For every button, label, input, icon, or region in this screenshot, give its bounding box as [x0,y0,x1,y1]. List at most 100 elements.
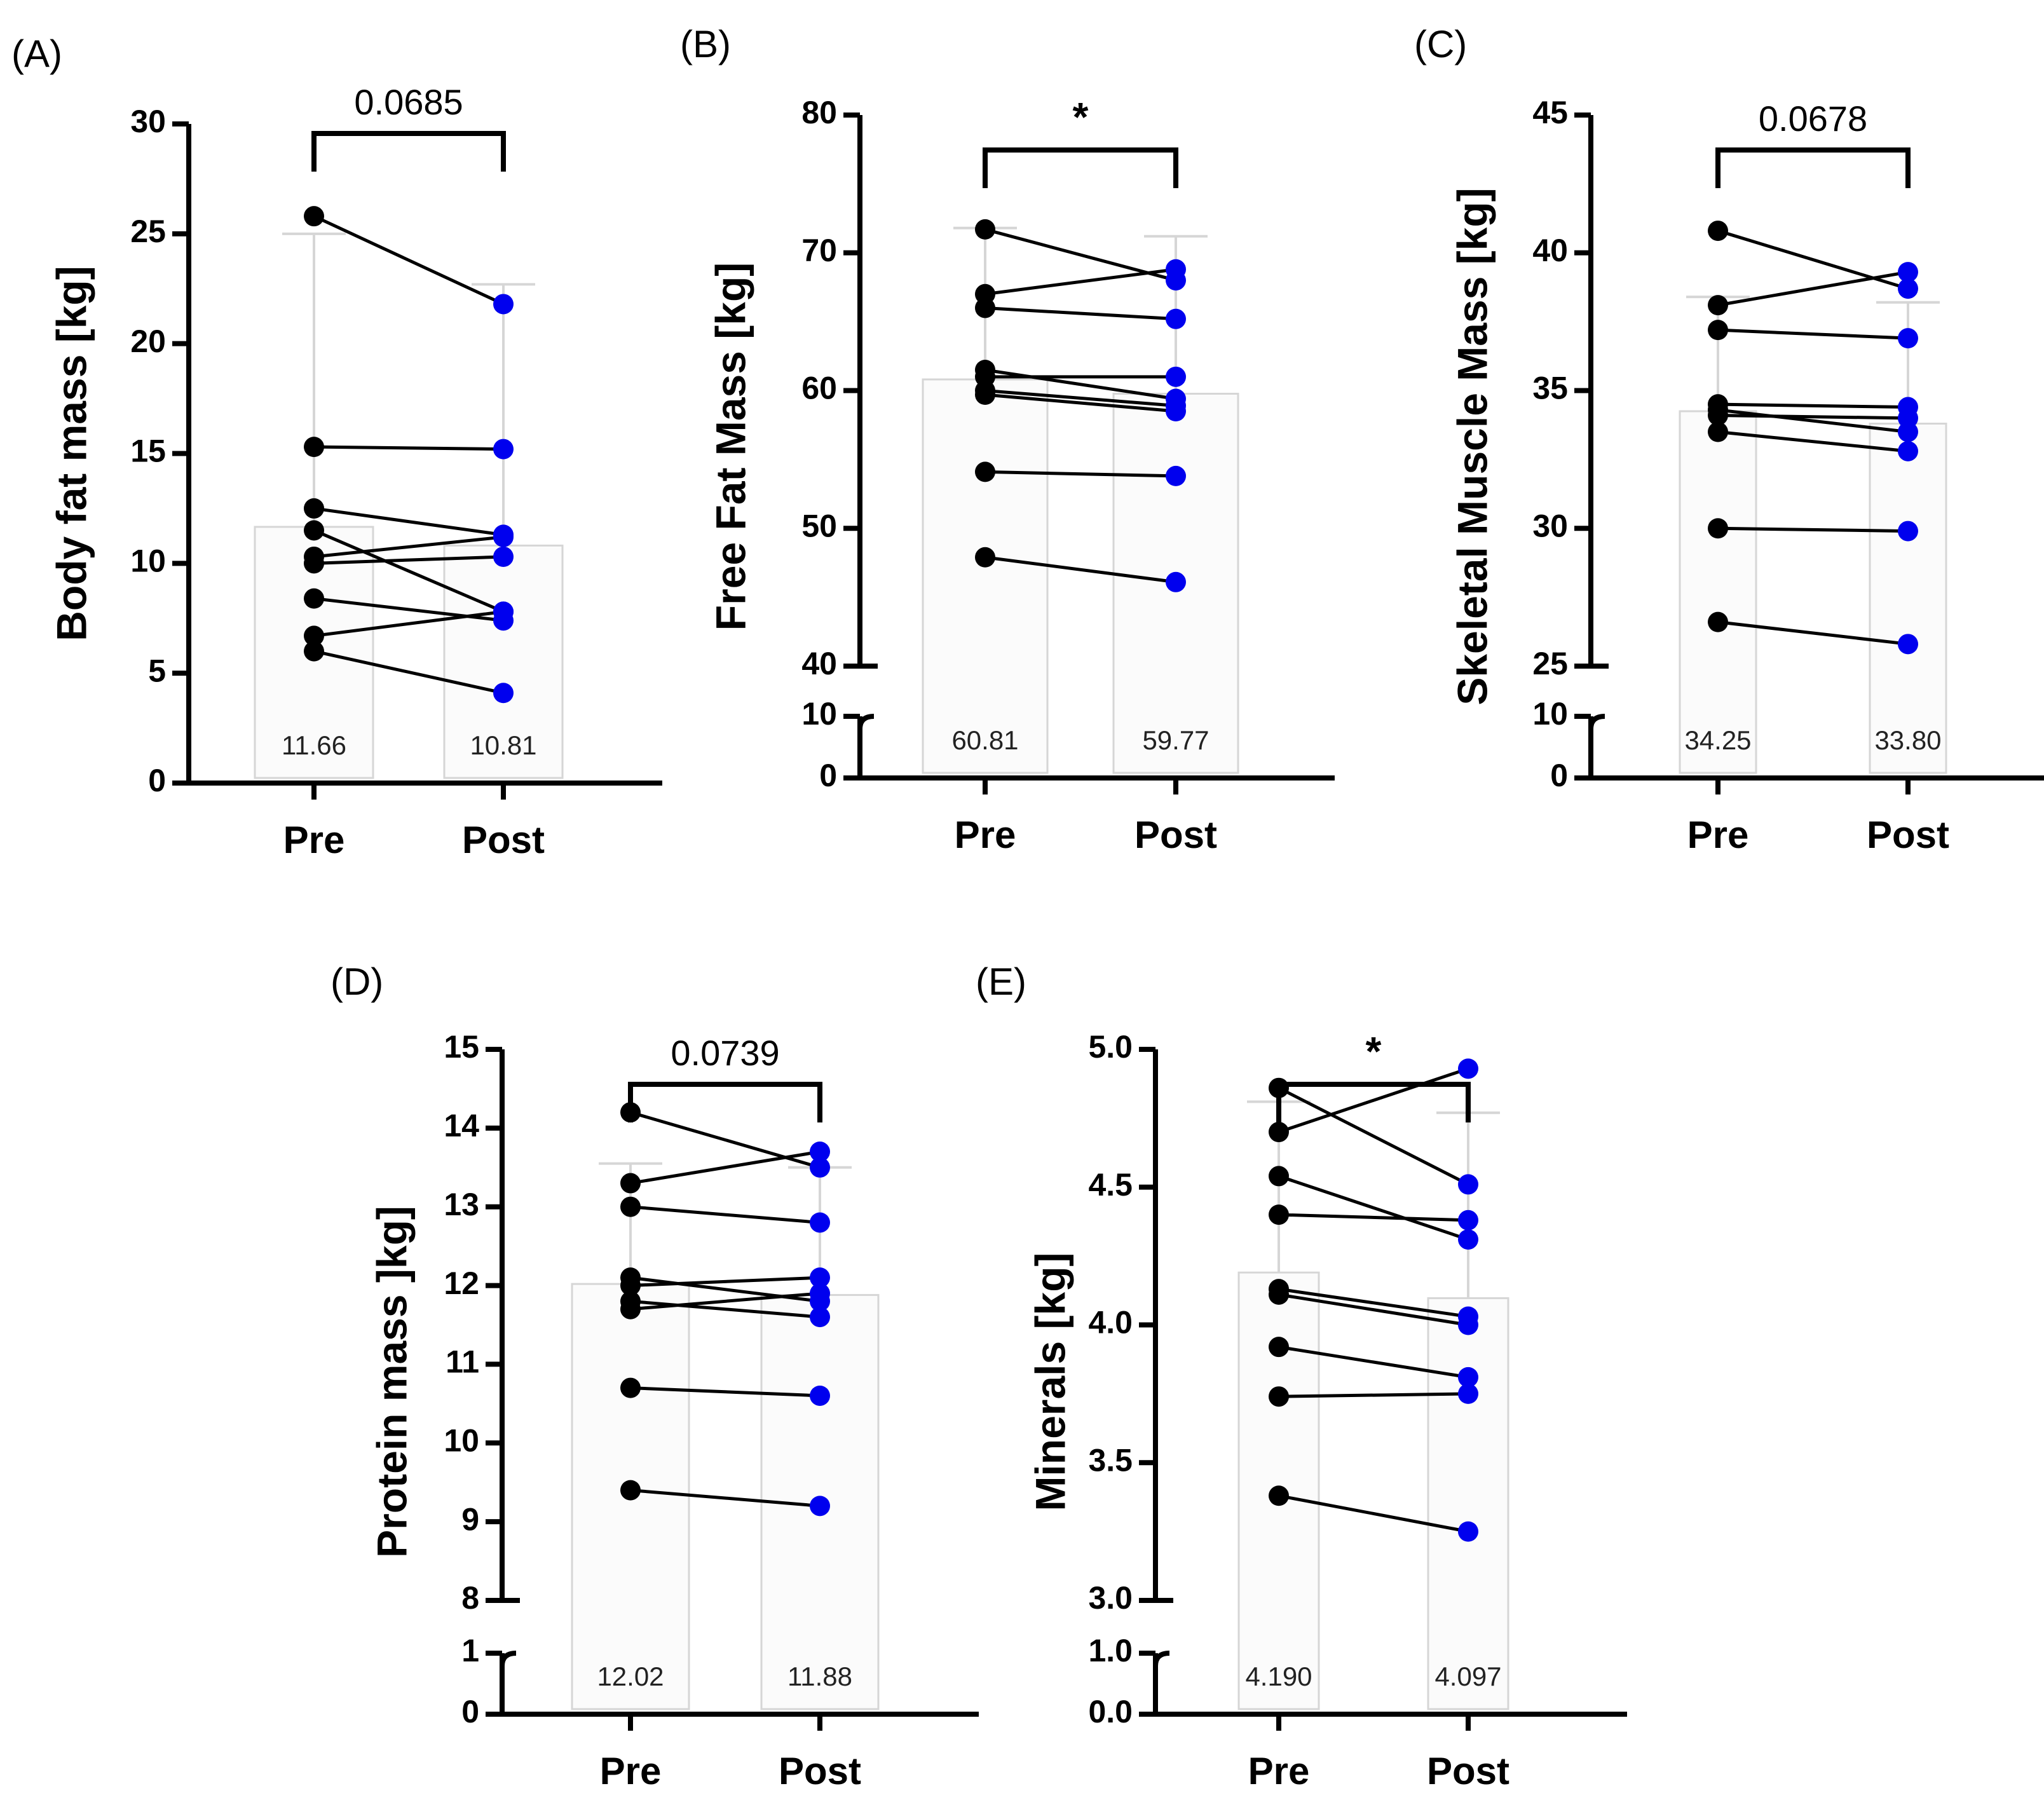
mean-value-label: 4.097 [1434,1661,1501,1691]
post-point [493,601,514,622]
x-tick-label-pre: Pre [283,819,345,861]
y-tick-label: 14 [444,1108,479,1143]
post-point [1898,328,1918,349]
mean-bar [1427,1297,1509,1710]
mean-bar [922,378,1049,774]
post-point [1166,259,1186,280]
pre-point [1269,1386,1289,1407]
x-tick-label-pre: Pre [600,1750,662,1792]
y-tick-label: 5.0 [1088,1029,1133,1065]
paired-line [630,1299,821,1319]
pre-point [975,385,995,406]
y-tick-label: 10 [1532,696,1568,732]
y-tick-label: 15 [130,433,166,469]
y-tick-label: 80 [801,95,837,130]
paired-line [630,1205,821,1224]
axis-break-mark [1588,714,1605,730]
y-tick-label: 40 [801,646,837,681]
post-point [1166,465,1186,486]
post-point [493,294,514,315]
pre-point [1708,320,1728,341]
paired-line [630,1110,821,1169]
x-tick-label-pre: Pre [955,814,1016,856]
paired-line [1278,1392,1469,1398]
paired-line [1278,1067,1469,1134]
paired-line [630,1276,821,1288]
y-tick-label: 10 [801,696,837,732]
pre-point [1269,1485,1289,1506]
mean-value-label: 60.81 [951,725,1018,755]
paired-line [630,1386,821,1398]
pre-point [620,1299,641,1319]
panel-c: (C) Skeletal Muscle Mass [kg] 34.25 33.80 0 1… [1414,23,2044,856]
paired-line [1717,430,1909,453]
paired-line [985,470,1176,478]
significance-bracket [1715,147,1911,188]
x-tick-label-pre: Pre [1248,1750,1310,1792]
paired-line [985,393,1176,413]
pre-point [620,1173,641,1194]
pre-point [620,1480,641,1501]
post-point [1458,1058,1478,1079]
y-tick-label: 0 [819,758,837,793]
paired-line [1717,408,1909,434]
pre-point [1708,295,1728,316]
panel-label-b: (B) [680,23,731,65]
pre-point [1269,1166,1289,1187]
pre-point [304,641,324,662]
post-point [1458,1174,1478,1195]
y-tick-label: 0.0 [1088,1694,1133,1729]
post-point [810,1212,830,1233]
paired-line [985,368,1176,400]
y-tick-label: 10 [130,543,166,579]
post-point [1166,366,1186,387]
post-point [493,526,514,547]
post-point [1458,1314,1478,1335]
paired-line [630,1150,821,1185]
paired-line [313,529,504,613]
y-tick-label: 0 [148,763,166,798]
pre-point [1269,1337,1289,1358]
significance-bracket [311,131,506,172]
paired-line [1717,270,1909,307]
panel-b: (B) Free Fat Mass [kg] 60.81 59.77 0 10 40 50 60… [680,23,1335,856]
post-point [1166,401,1186,422]
post-point [493,439,514,460]
pre-point [975,219,995,240]
y-tick-label: 40 [1532,233,1568,268]
paired-line [313,535,504,559]
pre-point [975,547,995,568]
post-point [493,683,514,704]
panel-label-c: (C) [1414,23,1467,65]
significance-bracket [1276,1082,1471,1122]
y-tick-label: 9 [461,1501,479,1537]
y-tick-label: 25 [130,214,166,249]
y-tick-label: 1 [461,1633,479,1668]
pre-point [1708,221,1728,242]
panel-label-d: (D) [330,960,383,1003]
pre-point [975,297,995,318]
paired-line [313,214,505,306]
significance-bracket [983,147,1178,188]
y-tick-label: 3.0 [1088,1580,1133,1616]
significance-label: * [1073,94,1089,140]
panel-e: (E) Minerals [kg] 4.190 4.097 0.0 1.0 3.0 3.5 4.… [976,960,1627,1792]
post-point [810,1385,830,1406]
y-tick-label: 70 [801,233,837,268]
post-point [1898,440,1918,461]
y-tick-label: 12 [444,1265,479,1301]
axis-break-mark [500,1651,517,1667]
y-tick-label: 11 [446,1344,479,1380]
x-tick-label-post: Post [462,819,545,861]
x-tick-label-post: Post [1867,814,1949,856]
paired-line [630,1292,821,1311]
pre-point [1708,405,1728,426]
mean-value-label: 11.66 [282,730,346,760]
x-tick-label-post: Post [1427,1750,1509,1792]
y-tick-label: 5 [148,653,166,688]
significance-bracket [628,1082,822,1122]
post-point [1458,1383,1478,1404]
pre-point [304,437,324,458]
paired-line [985,228,1176,282]
paired-line [313,610,504,638]
